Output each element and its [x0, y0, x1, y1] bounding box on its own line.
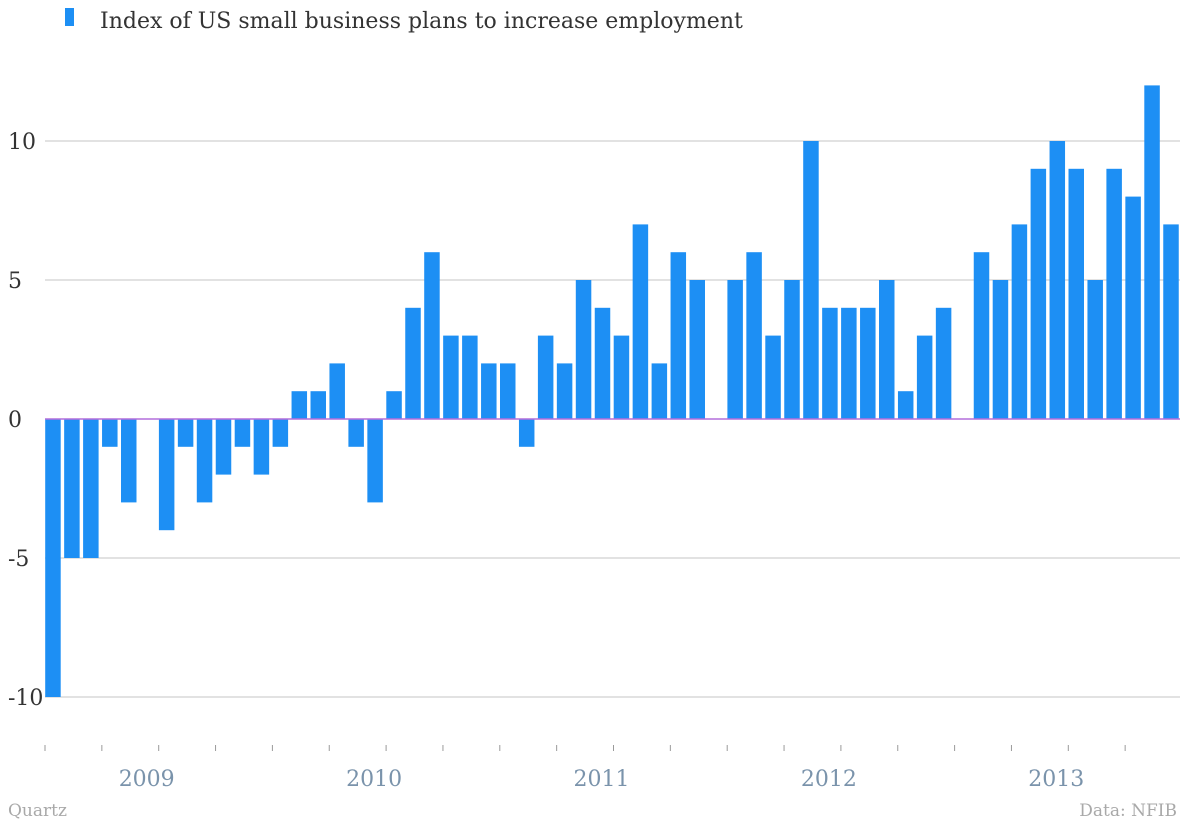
bar-47 — [916, 335, 933, 419]
bar-38 — [746, 252, 762, 419]
y-axis-ticks: -10 -5 0 5 10 — [8, 130, 43, 711]
bar-43 — [841, 307, 857, 419]
bar-31 — [613, 335, 630, 419]
bar-17 — [348, 419, 364, 447]
bar-28 — [556, 363, 573, 419]
bar-20 — [405, 307, 421, 419]
bar-8 — [177, 419, 194, 447]
bars — [45, 85, 1179, 697]
bar-14 — [291, 391, 308, 419]
x-year-label: 2011 — [574, 767, 630, 792]
bar-3 — [83, 419, 99, 558]
y-tick-label: -10 — [8, 686, 43, 711]
y-tick-label: -5 — [8, 547, 29, 572]
bar-35 — [689, 280, 705, 419]
bar-48 — [935, 307, 952, 419]
source-right: Data: NFIB — [1079, 801, 1177, 821]
bar-22 — [443, 335, 459, 419]
bar-32 — [632, 224, 649, 419]
bar-60 — [1163, 224, 1179, 419]
bar-1 — [45, 419, 61, 697]
bar-29 — [575, 280, 592, 419]
bar-41 — [803, 141, 819, 419]
bar-2 — [64, 419, 80, 558]
legend: Index of US small business plans to incr… — [65, 8, 743, 34]
bar-10 — [215, 419, 232, 475]
y-tick-label: 0 — [8, 408, 22, 433]
bar-25 — [500, 363, 516, 419]
bar-21 — [424, 252, 440, 419]
bar-19 — [386, 391, 402, 419]
bar-52 — [1011, 224, 1028, 419]
bar-59 — [1144, 85, 1160, 420]
bar-54 — [1049, 141, 1066, 419]
bar-42 — [822, 307, 838, 419]
bar-44 — [860, 307, 876, 419]
gridlines — [45, 140, 1180, 698]
bar-45 — [879, 280, 895, 419]
x-year-label: 2013 — [1028, 767, 1084, 792]
x-year-label: 2012 — [801, 767, 857, 792]
y-tick-label: 10 — [8, 130, 36, 155]
bar-55 — [1068, 168, 1084, 419]
bar-23 — [462, 335, 478, 419]
bar-12 — [253, 419, 270, 475]
source-left: Quartz — [8, 801, 67, 821]
legend-swatch — [65, 8, 74, 26]
bar-33 — [651, 363, 668, 419]
bar-58 — [1125, 196, 1141, 419]
bar-4 — [102, 419, 118, 447]
bar-51 — [992, 280, 1009, 419]
bar-56 — [1087, 280, 1103, 419]
bar-57 — [1106, 168, 1122, 419]
bar-11 — [234, 419, 251, 447]
bar-27 — [537, 335, 554, 419]
x-axis: 2009 2010 2011 2012 2013 — [44, 745, 1126, 792]
x-year-label: 2009 — [119, 767, 175, 792]
bar-30 — [594, 307, 611, 419]
legend-label: Index of US small business plans to incr… — [100, 9, 743, 34]
bar-40 — [784, 280, 800, 419]
bar-24 — [481, 363, 497, 419]
bar-5 — [121, 419, 137, 503]
bar-13 — [272, 419, 289, 447]
bar-34 — [670, 252, 687, 419]
bar-46 — [897, 391, 914, 419]
bar-37 — [727, 280, 743, 419]
x-year-label: 2010 — [346, 767, 402, 792]
bar-7 — [158, 419, 175, 531]
bar-15 — [310, 391, 326, 419]
bar-50 — [973, 252, 990, 419]
bar-16 — [329, 363, 345, 419]
bar-53 — [1030, 168, 1047, 419]
bar-9 — [196, 419, 213, 503]
bar-18 — [367, 419, 383, 503]
y-tick-label: 5 — [8, 269, 22, 294]
bar-39 — [765, 335, 781, 419]
bar-26 — [518, 419, 535, 447]
